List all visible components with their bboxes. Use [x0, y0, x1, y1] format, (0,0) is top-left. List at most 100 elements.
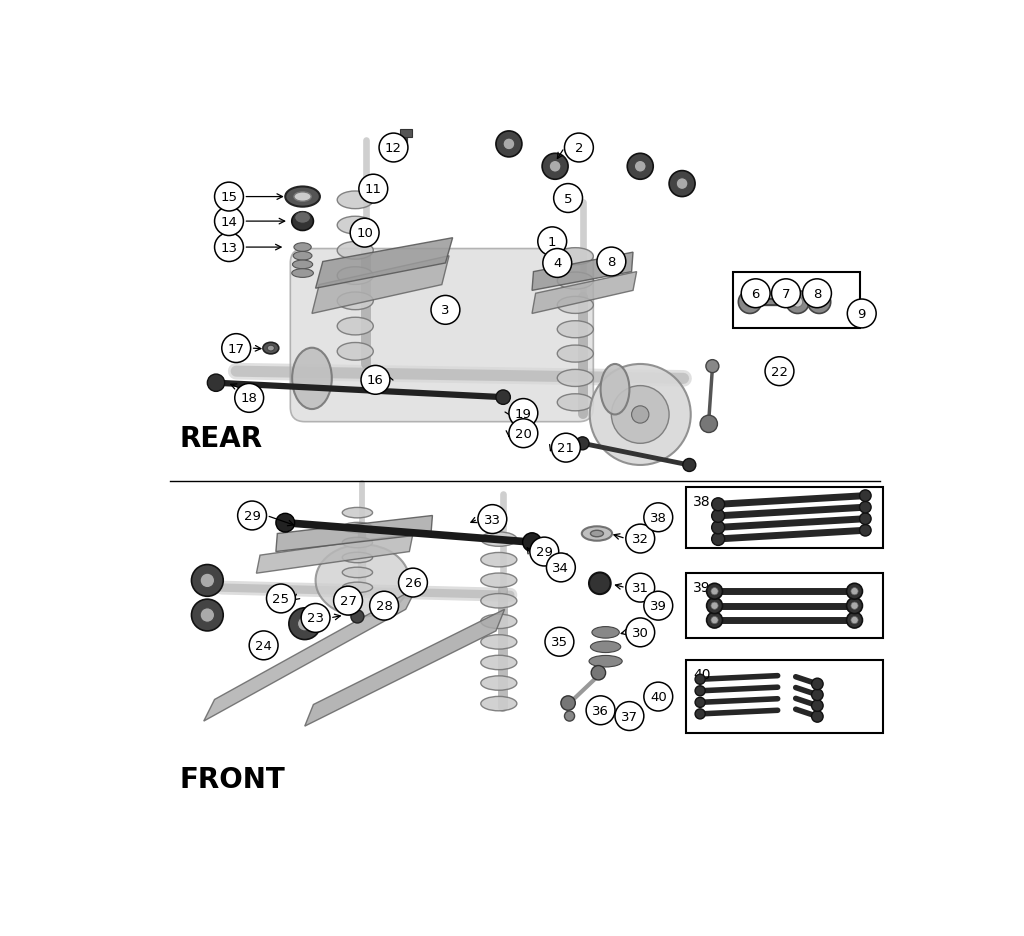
Circle shape — [496, 390, 510, 405]
Text: 5: 5 — [564, 192, 572, 205]
Circle shape — [814, 298, 824, 308]
Text: FRONT: FRONT — [180, 765, 286, 793]
Polygon shape — [315, 239, 453, 289]
Text: 2: 2 — [574, 142, 583, 154]
Circle shape — [644, 592, 673, 621]
Circle shape — [683, 459, 695, 472]
Polygon shape — [256, 534, 413, 574]
Text: 8: 8 — [813, 287, 821, 300]
Circle shape — [793, 298, 803, 308]
Circle shape — [266, 584, 295, 613]
Text: 35: 35 — [551, 636, 568, 649]
Circle shape — [478, 505, 507, 534]
FancyBboxPatch shape — [733, 272, 859, 329]
Ellipse shape — [267, 345, 274, 352]
Circle shape — [611, 387, 669, 444]
Circle shape — [695, 697, 706, 708]
Ellipse shape — [342, 582, 373, 593]
Circle shape — [847, 598, 862, 614]
Circle shape — [626, 524, 654, 553]
Circle shape — [711, 603, 718, 609]
Circle shape — [707, 612, 723, 628]
Polygon shape — [532, 272, 637, 314]
Text: 14: 14 — [220, 215, 238, 228]
Ellipse shape — [337, 293, 374, 311]
FancyBboxPatch shape — [686, 487, 884, 548]
Circle shape — [695, 675, 706, 684]
Ellipse shape — [342, 523, 373, 534]
Ellipse shape — [481, 553, 517, 567]
Circle shape — [496, 132, 522, 158]
Circle shape — [635, 161, 646, 173]
Circle shape — [700, 416, 718, 433]
Circle shape — [812, 710, 823, 723]
Ellipse shape — [557, 248, 593, 266]
Text: 1: 1 — [548, 236, 556, 249]
Text: 23: 23 — [307, 612, 324, 624]
Circle shape — [859, 514, 871, 525]
Ellipse shape — [293, 252, 312, 261]
Circle shape — [289, 608, 321, 640]
Circle shape — [238, 502, 266, 531]
Ellipse shape — [481, 574, 517, 588]
Text: 25: 25 — [272, 592, 290, 606]
Ellipse shape — [481, 594, 517, 608]
Ellipse shape — [337, 242, 374, 260]
Ellipse shape — [286, 187, 319, 208]
Circle shape — [586, 696, 615, 724]
Ellipse shape — [557, 370, 593, 388]
Ellipse shape — [557, 297, 593, 314]
Circle shape — [712, 510, 725, 523]
Circle shape — [712, 533, 725, 546]
Circle shape — [712, 498, 725, 511]
Text: 18: 18 — [241, 392, 258, 405]
Circle shape — [249, 631, 279, 660]
Text: 16: 16 — [367, 374, 384, 387]
Polygon shape — [275, 516, 432, 552]
Ellipse shape — [292, 212, 313, 231]
Ellipse shape — [293, 261, 312, 270]
Ellipse shape — [481, 676, 517, 691]
Circle shape — [644, 504, 673, 533]
Ellipse shape — [315, 545, 410, 617]
Circle shape — [191, 565, 223, 596]
Text: 38: 38 — [650, 511, 667, 524]
Circle shape — [398, 568, 427, 597]
Text: 29: 29 — [244, 509, 260, 522]
Ellipse shape — [582, 527, 612, 541]
Circle shape — [207, 374, 224, 392]
Text: 31: 31 — [632, 581, 649, 594]
Circle shape — [851, 588, 858, 595]
Ellipse shape — [591, 641, 621, 653]
Text: 28: 28 — [376, 600, 392, 612]
Ellipse shape — [295, 212, 310, 224]
Circle shape — [577, 437, 589, 450]
Text: 4: 4 — [553, 257, 561, 271]
Ellipse shape — [481, 533, 517, 547]
Text: 32: 32 — [632, 533, 649, 546]
Text: 13: 13 — [220, 241, 238, 255]
Circle shape — [503, 139, 515, 151]
Circle shape — [191, 600, 223, 631]
Text: 17: 17 — [227, 343, 245, 355]
Text: 37: 37 — [621, 709, 638, 723]
Ellipse shape — [263, 343, 279, 355]
Circle shape — [706, 360, 719, 373]
Circle shape — [615, 702, 644, 731]
Circle shape — [522, 534, 542, 552]
Text: 26: 26 — [404, 577, 422, 590]
Ellipse shape — [592, 627, 620, 638]
FancyBboxPatch shape — [552, 555, 566, 578]
Circle shape — [361, 366, 390, 395]
Circle shape — [351, 610, 364, 623]
Circle shape — [711, 588, 718, 595]
Text: 8: 8 — [607, 256, 615, 269]
Text: 20: 20 — [515, 427, 531, 440]
Circle shape — [808, 291, 830, 314]
Ellipse shape — [294, 243, 311, 252]
Circle shape — [234, 384, 263, 413]
Ellipse shape — [481, 696, 517, 711]
Circle shape — [632, 406, 649, 424]
Circle shape — [786, 291, 809, 314]
Circle shape — [543, 249, 571, 278]
